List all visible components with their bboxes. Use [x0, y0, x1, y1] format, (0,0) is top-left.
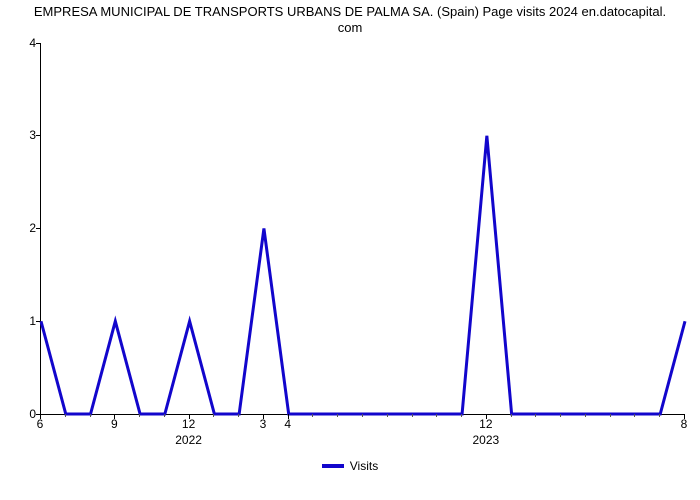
chart-area: 0123469123412820222023 — [0, 37, 700, 457]
xtick-minor — [238, 414, 239, 417]
xtick-minor — [560, 414, 561, 417]
chart-title: EMPRESA MUNICIPAL DE TRANSPORTS URBANS D… — [0, 0, 700, 37]
xtick-label: 12 — [479, 417, 492, 431]
xtick-minor — [511, 414, 512, 417]
xtick-label: 4 — [284, 417, 291, 431]
legend-label: Visits — [350, 459, 378, 473]
xtick-minor — [659, 414, 660, 417]
plot-area — [40, 43, 685, 415]
ytick-label: 1 — [6, 314, 36, 328]
xtick-minor — [164, 414, 165, 417]
x-group-label: 2023 — [472, 433, 499, 447]
ytick-label: 4 — [6, 36, 36, 50]
xtick-minor — [362, 414, 363, 417]
legend-swatch — [322, 464, 344, 468]
x-group-label: 2022 — [175, 433, 202, 447]
legend: Visits — [0, 457, 700, 473]
title-line-2: com — [338, 20, 363, 35]
xtick-minor — [312, 414, 313, 417]
xtick-label: 6 — [37, 417, 44, 431]
ytick-mark — [36, 228, 40, 229]
xtick-minor — [436, 414, 437, 417]
xtick-minor — [213, 414, 214, 417]
title-line-1: EMPRESA MUNICIPAL DE TRANSPORTS URBANS D… — [34, 4, 666, 19]
xtick-minor — [634, 414, 635, 417]
xtick-minor — [387, 414, 388, 417]
visits-line — [41, 43, 685, 414]
ytick-mark — [36, 135, 40, 136]
xtick-label: 9 — [111, 417, 118, 431]
xtick-minor — [65, 414, 66, 417]
xtick-minor — [461, 414, 462, 417]
ytick-label: 0 — [6, 407, 36, 421]
xtick-label: 12 — [182, 417, 195, 431]
xtick-minor — [412, 414, 413, 417]
xtick-minor — [610, 414, 611, 417]
xtick-minor — [139, 414, 140, 417]
xtick-label: 3 — [260, 417, 267, 431]
xtick-minor — [585, 414, 586, 417]
xtick-minor — [90, 414, 91, 417]
ytick-label: 3 — [6, 128, 36, 142]
xtick-label: 8 — [681, 417, 688, 431]
xtick-minor — [337, 414, 338, 417]
ytick-mark — [36, 321, 40, 322]
ytick-mark — [36, 43, 40, 44]
ytick-label: 2 — [6, 221, 36, 235]
xtick-minor — [535, 414, 536, 417]
